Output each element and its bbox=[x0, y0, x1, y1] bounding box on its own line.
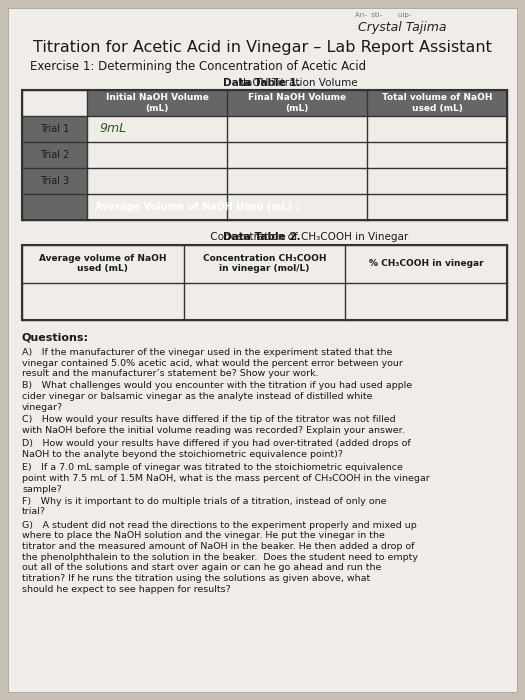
Text: Trial 1: Trial 1 bbox=[40, 124, 69, 134]
Bar bbox=[22, 245, 507, 320]
Text: D) How would your results have differed if you had over-titrated (added drops of: D) How would your results have differed … bbox=[22, 439, 411, 458]
Text: Data Table 2.: Data Table 2. bbox=[223, 232, 301, 242]
Text: Titration for Acetic Acid in Vinegar – Lab Report Assistant: Titration for Acetic Acid in Vinegar – L… bbox=[33, 40, 491, 55]
Text: G) A student did not read the directions to the experiment properly and mixed up: G) A student did not read the directions… bbox=[22, 521, 418, 594]
Text: E) If a 7.0 mL sample of vinegar was titrated to the stoichiometric equivalence
: E) If a 7.0 mL sample of vinegar was tit… bbox=[22, 463, 430, 494]
Text: NaOH Titration Volume: NaOH Titration Volume bbox=[235, 78, 358, 88]
Text: F) Why is it important to do multiple trials of a titration, instead of only one: F) Why is it important to do multiple tr… bbox=[22, 496, 386, 517]
Text: % CH₃COOH in vinegar: % CH₃COOH in vinegar bbox=[369, 259, 484, 268]
Bar bbox=[87, 90, 507, 116]
Bar bbox=[22, 90, 507, 220]
Text: B) What challenges would you encounter with the titration if you had used apple
: B) What challenges would you encounter w… bbox=[22, 382, 412, 412]
Text: An-  sti-       uip-: An- sti- uip- bbox=[355, 12, 411, 18]
Text: Average volume of NaOH
used (mL): Average volume of NaOH used (mL) bbox=[39, 254, 166, 274]
Text: Final NaOH Volume
(mL): Final NaOH Volume (mL) bbox=[248, 93, 346, 113]
Text: Questions:: Questions: bbox=[22, 332, 89, 342]
Text: C) How would your results have differed if the tip of the titrator was not fille: C) How would your results have differed … bbox=[22, 415, 405, 435]
Text: Total volume of NaOH
used (mL): Total volume of NaOH used (mL) bbox=[382, 93, 492, 113]
Bar bbox=[22, 116, 87, 220]
Text: Trial 3: Trial 3 bbox=[40, 176, 69, 186]
Text: Concentration of CH₃COOH in Vinegar: Concentration of CH₃COOH in Vinegar bbox=[207, 232, 408, 242]
Text: 9mL: 9mL bbox=[99, 122, 126, 136]
Text: Crystal Tajima: Crystal Tajima bbox=[358, 21, 446, 34]
Text: Concentration CH₃COOH
in vinegar (mol/L): Concentration CH₃COOH in vinegar (mol/L) bbox=[203, 254, 326, 274]
Text: Exercise 1: Determining the Concentration of Acetic Acid: Exercise 1: Determining the Concentratio… bbox=[30, 60, 366, 73]
Text: Average Volume of NaOH Used (mL) :: Average Volume of NaOH Used (mL) : bbox=[95, 202, 299, 212]
Text: Trial 2: Trial 2 bbox=[40, 150, 69, 160]
Text: Data Table 1.: Data Table 1. bbox=[223, 78, 301, 88]
Text: A) If the manufacturer of the vinegar used in the experiment stated that the
vin: A) If the manufacturer of the vinegar us… bbox=[22, 348, 403, 379]
Text: Initial NaOH Volume
(mL): Initial NaOH Volume (mL) bbox=[106, 93, 208, 113]
